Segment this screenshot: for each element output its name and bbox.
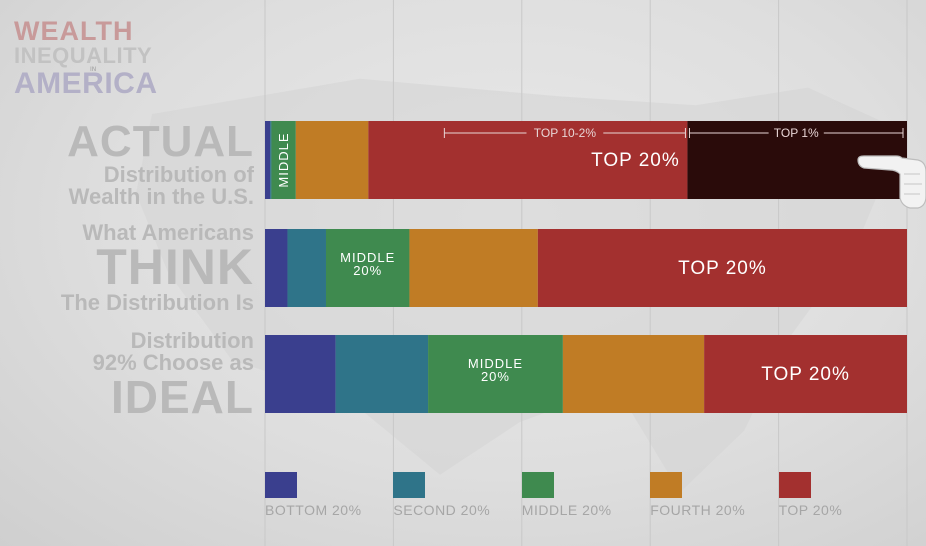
logo-america: AMERICA — [14, 67, 158, 100]
wealth-inequality-logo: WEALTH INEQUALITY IN AMERICA — [14, 18, 174, 99]
bar-segment-second-20 — [335, 335, 429, 413]
bar-segment-bottom-20 — [265, 335, 336, 413]
row-label-think-line3: The Distribution Is — [60, 289, 254, 315]
row-label-ideal-title: IDEAL — [111, 371, 254, 423]
logo-inequality: INEQUALITY — [14, 43, 153, 68]
bar-segment-bottom-20 — [265, 229, 288, 307]
bar-segment-top-10-2 — [368, 121, 688, 199]
segment-label-top20: TOP 20% — [678, 258, 767, 279]
legend-swatch — [265, 472, 297, 498]
legend-item: FOURTH 20% — [650, 472, 745, 518]
bar-segment-second-20 — [270, 121, 272, 199]
segment-label-top20: TOP 20% — [761, 364, 850, 385]
row-label-think: What Americans THINK The Distribution Is — [61, 222, 254, 314]
legend-label: FOURTH 20% — [650, 502, 746, 518]
bar-segment-bottom-20 — [265, 121, 271, 199]
legend-label: TOP 20% — [778, 502, 843, 518]
legend-swatch — [521, 472, 554, 498]
row-label-ideal: Distribution 92% Choose as IDEAL — [92, 328, 254, 423]
legend-swatch — [393, 472, 426, 498]
segment-label-middle: MIDDLE — [468, 356, 523, 371]
legend-label: BOTTOM 20% — [265, 502, 362, 518]
bar-segment-top-20 — [704, 335, 907, 413]
row-label-actual-title: ACTUAL — [67, 117, 254, 166]
chart-legend: BOTTOM 20% SECOND 20% MIDDLE 20% FOURTH 20%… — [265, 472, 905, 532]
bar-segment-middle-20 — [271, 121, 296, 199]
row-label-actual-line2: Distribution of — [103, 162, 254, 187]
bar-segment-fourth-20 — [562, 335, 705, 413]
row-label-actual-line3: Wealth in the U.S. — [68, 184, 254, 209]
segment-label-middle: MIDDLE — [340, 250, 395, 265]
legend-label: SECOND 20% — [393, 502, 491, 518]
bracket-top-1-label: TOP 1% — [774, 126, 819, 140]
legend-swatch — [650, 472, 683, 498]
row-label-think-line1: What Americans — [82, 220, 254, 245]
bar-segment-fourth-20 — [295, 121, 369, 199]
segment-label-middle: MIDDLE — [276, 132, 291, 187]
legend-item: MIDDLE 20% — [521, 472, 612, 518]
logo-wealth: WEALTH — [14, 16, 134, 46]
row-label-think-title: THINK — [96, 239, 254, 295]
legend-item: BOTTOM 20% — [265, 472, 362, 518]
segment-label-top20: TOP 20% — [591, 150, 680, 171]
legend-item: TOP 20% — [778, 472, 843, 518]
row-label-actual: ACTUAL Distribution of Wealth in the U.S… — [67, 120, 254, 208]
row-label-ideal-line1: Distribution — [130, 328, 254, 353]
bar-segment-middle-20 — [325, 229, 410, 307]
logo-in: IN — [90, 66, 97, 73]
segment-label-middle: 20% — [481, 369, 510, 384]
bracket-top-10-2-label: TOP 10-2% — [534, 126, 597, 140]
legend-item: SECOND 20% — [393, 472, 490, 518]
bar-segment-fourth-20 — [409, 229, 538, 307]
segment-label-middle: 20% — [353, 263, 382, 278]
row-label-ideal-line2: 92% Choose as — [92, 350, 254, 375]
bar-segment-second-20 — [287, 229, 326, 307]
legend-swatch — [778, 472, 811, 498]
bar-segment-middle-20 — [428, 335, 563, 413]
bar-segment-top-20 — [537, 229, 907, 307]
legend-label: MIDDLE 20% — [521, 502, 612, 518]
pointing-hand-icon — [857, 155, 926, 209]
